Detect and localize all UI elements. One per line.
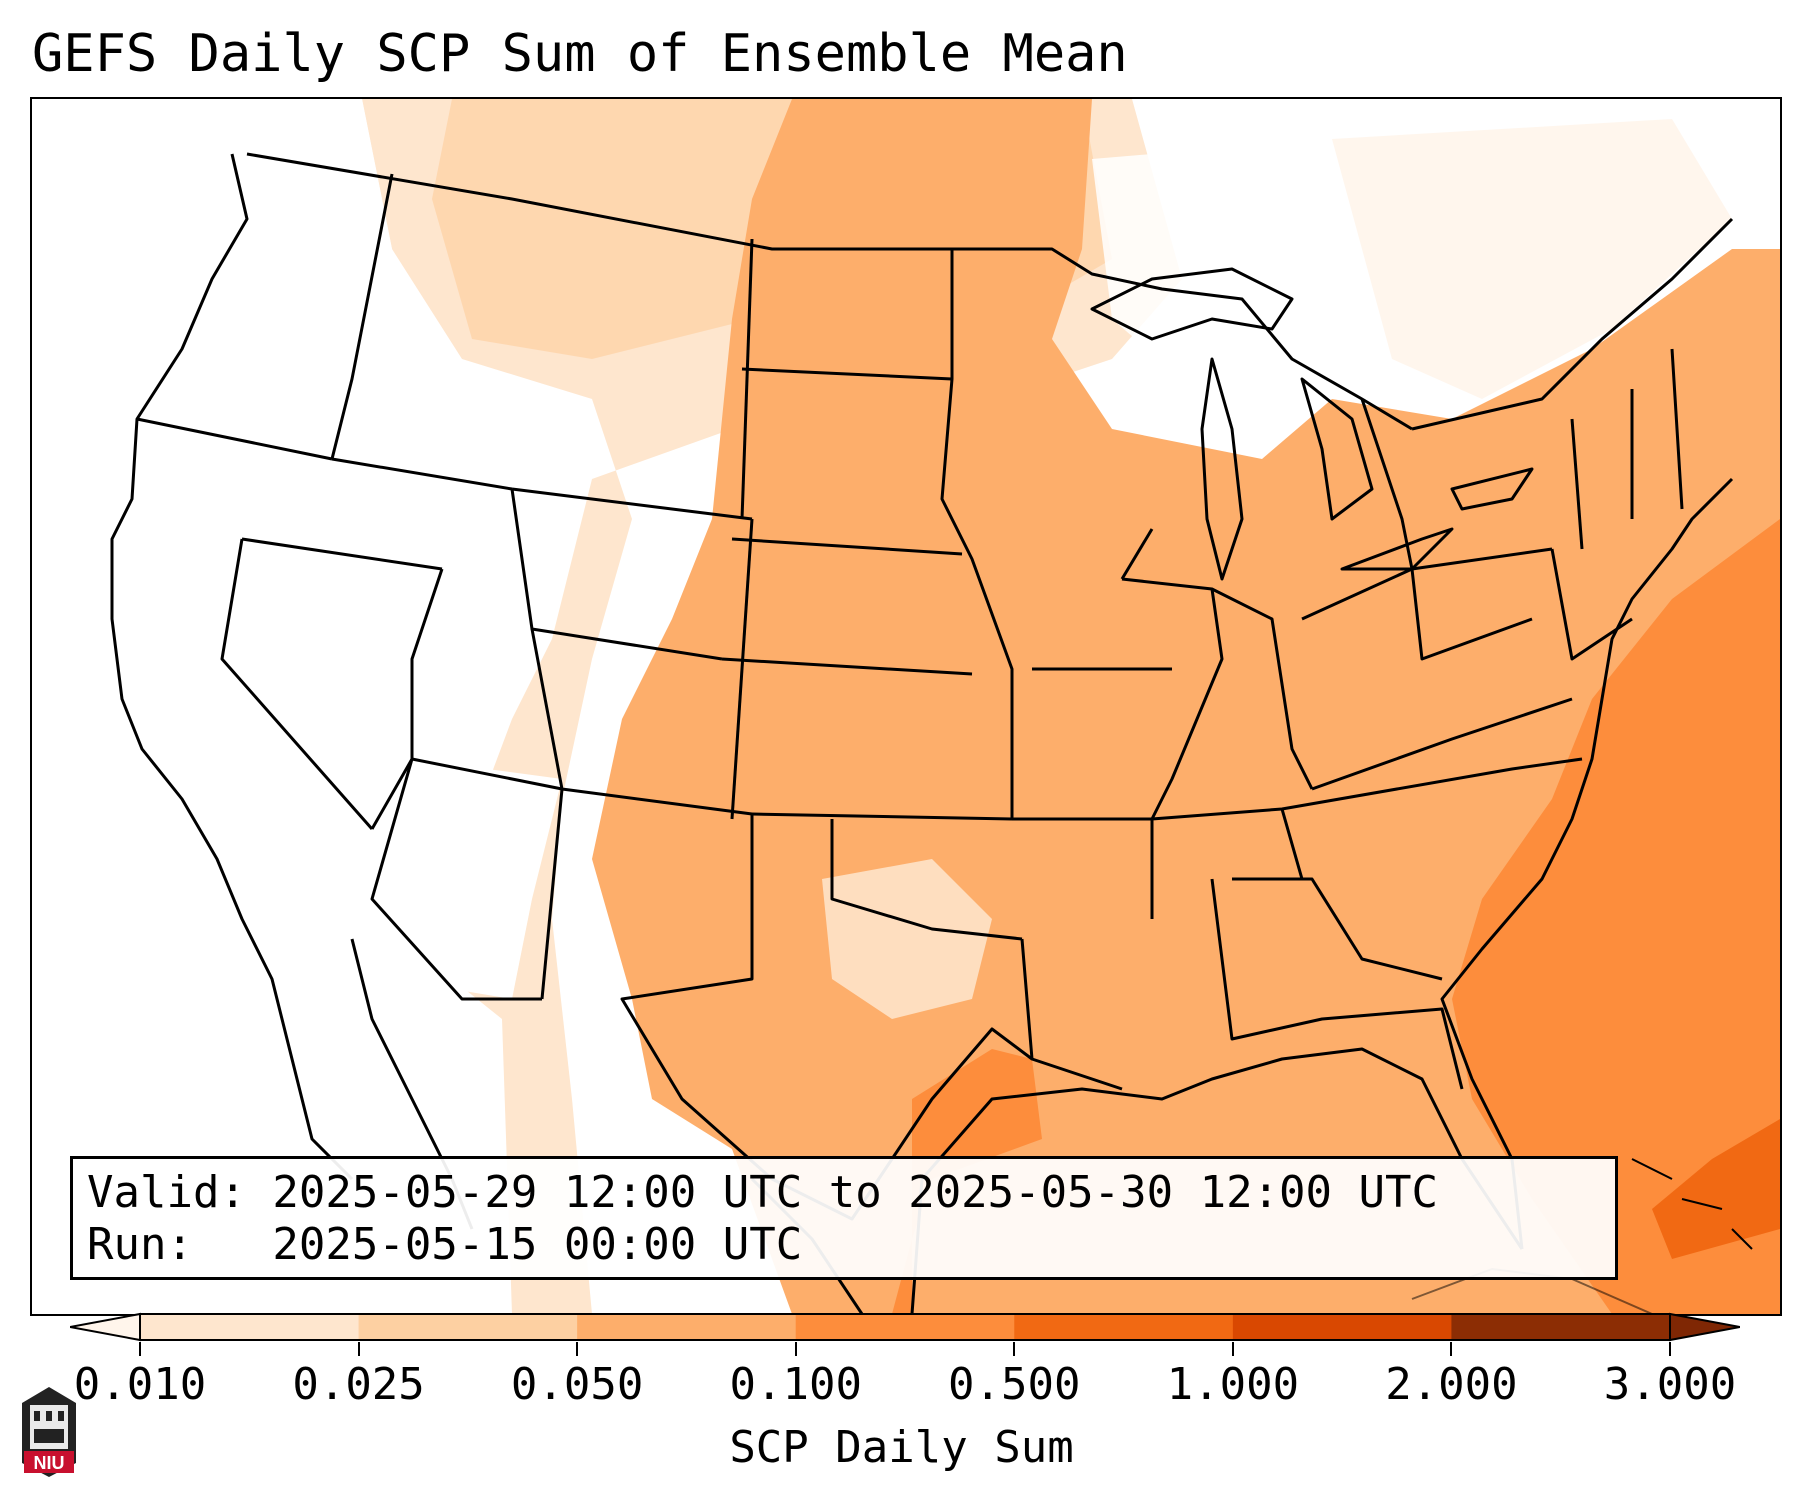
- shade-white-west: [32, 99, 512, 1314]
- lake-michigan: [1200, 357, 1244, 581]
- scp-shading: [32, 99, 1780, 1314]
- colorbar-segment: [795, 1314, 1015, 1340]
- shade-white-nevada: [252, 549, 452, 789]
- colorbar-tick-label: 0.025: [292, 1359, 425, 1410]
- lake-ontario: [1450, 467, 1534, 511]
- colorbar-segment: [1232, 1314, 1452, 1340]
- colorbar-outline: [139, 1313, 1671, 1341]
- shade-light-texas: [822, 859, 992, 1019]
- colorbar-tick-mark: [357, 1342, 360, 1356]
- colorbar-tick-label: 0.010: [73, 1359, 207, 1410]
- colorbar-tick-mark: [1450, 1342, 1453, 1356]
- northeast-border: [1411, 217, 1734, 431]
- colorbar-tick-mark: [1669, 1342, 1671, 1356]
- colorbar-tick-label: 2.000: [1385, 1359, 1518, 1410]
- colorbar-label: SCP Daily Sum: [729, 1422, 1074, 1473]
- shade-dark-bahamas: [1652, 1119, 1780, 1259]
- colorbar-extend-left: [70, 1312, 141, 1342]
- niu-logo-icon: NIU: [22, 1387, 76, 1477]
- shade-dark-atlantic: [1452, 519, 1780, 1314]
- shade-white-greatlakes: [1092, 139, 1432, 399]
- colorbar-ticks: 0.010 0.025 0.050 0.100 0.500 1.000 2.000 3.000: [0, 1342, 1803, 1420]
- bahamas: [1631, 1158, 1753, 1250]
- shade-white-arizona: [362, 759, 562, 999]
- colorbar-tick-label: 1.000: [1166, 1359, 1300, 1410]
- svg-text:NIU: NIU: [34, 1453, 65, 1473]
- colorbar-segment: [1451, 1314, 1671, 1340]
- map-panel: Valid: 2025-05-29 12:00 UTC to 2025-05-3…: [30, 97, 1782, 1316]
- shade-dark-gulf: [892, 1049, 1042, 1314]
- lake-erie: [1340, 527, 1454, 571]
- west-coast: [110, 153, 354, 1181]
- canada-border: [246, 152, 1413, 431]
- scp-map: [32, 99, 1780, 1314]
- lake-huron: [1300, 377, 1374, 521]
- colorbar-tick-label: 0.050: [510, 1359, 644, 1410]
- colorbar-tick-mark: [794, 1342, 797, 1356]
- map-title: GEFS Daily SCP Sum of Ensemble Mean: [32, 24, 1128, 84]
- colorbar-tick-label: 0.100: [729, 1359, 862, 1410]
- colorbar-segment: [140, 1314, 360, 1340]
- colorbar: [70, 1312, 1740, 1342]
- colorbar-tick-mark: [1231, 1342, 1234, 1356]
- colorbar-segment: [358, 1314, 578, 1340]
- valid-run-box: Valid: 2025-05-29 12:00 UTC to 2025-05-3…: [70, 1156, 1618, 1280]
- shade-white-ontario: [1332, 119, 1732, 399]
- colorbar-tick-mark: [576, 1342, 579, 1356]
- atlantic-coast: [1440, 477, 1734, 1250]
- colorbar-tick-mark: [1013, 1342, 1016, 1356]
- colorbar-segment: [1014, 1314, 1234, 1340]
- valid-line: Valid: 2025-05-29 12:00 UTC to 2025-05-3…: [87, 1167, 1439, 1218]
- run-line: Run: 2025-05-15 00:00 UTC: [87, 1219, 803, 1270]
- colorbar-segment: [577, 1314, 797, 1340]
- lake-superior: [1090, 267, 1294, 341]
- colorbar-tick-label: 0.500: [948, 1359, 1081, 1410]
- colorbar-extend-right: [1669, 1312, 1740, 1342]
- colorbar-tick-mark: [139, 1342, 141, 1356]
- colorbar-tick-label: 3.000: [1603, 1359, 1737, 1410]
- colorbar-segments: [140, 1314, 1671, 1340]
